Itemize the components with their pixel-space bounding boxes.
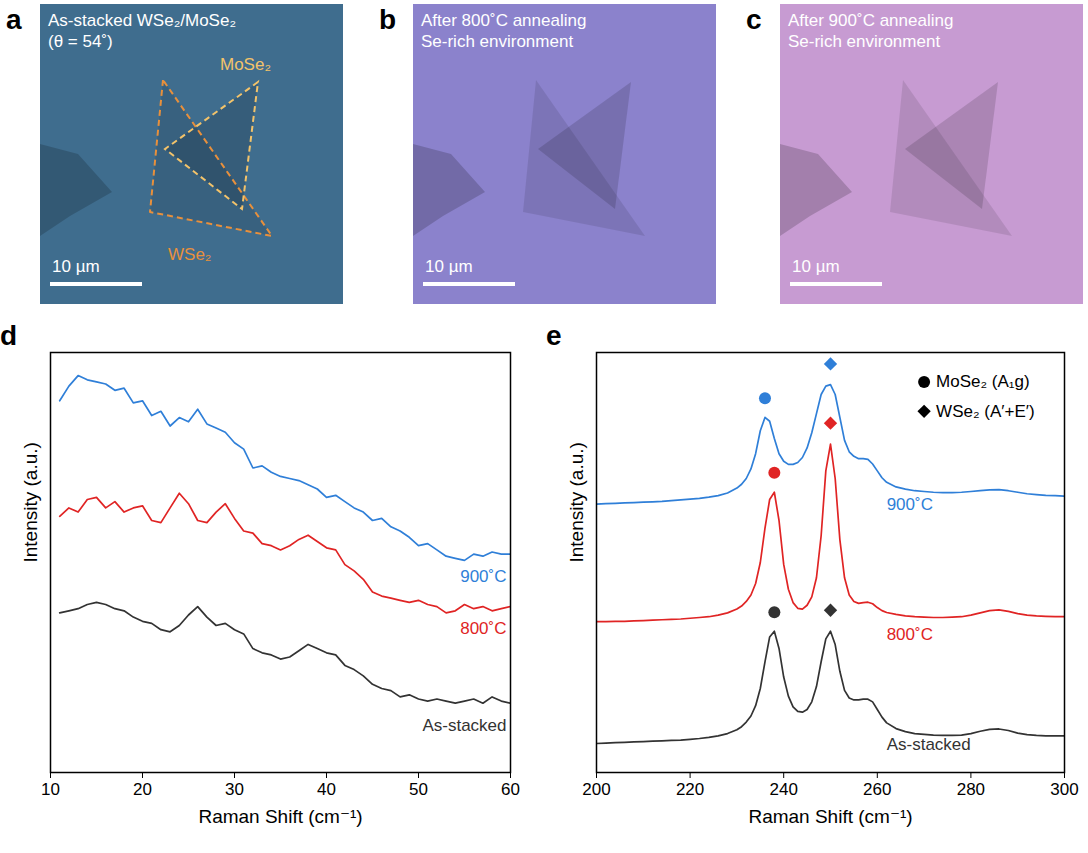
html-text:c: c <box>746 4 762 35</box>
svg-text:10: 10 <box>41 780 60 799</box>
svg-text:(θ = 54˚): (θ = 54˚) <box>48 32 113 51</box>
html-text:a: a <box>6 4 22 35</box>
svg-text:60: 60 <box>501 780 520 799</box>
svg-text:As-stacked WSe₂/MoSe₂: As-stacked WSe₂/MoSe₂ <box>48 11 236 30</box>
html-text:e: e <box>546 320 562 351</box>
svg-text:300: 300 <box>1050 780 1078 799</box>
svg-text:Raman Shift (cm⁻¹): Raman Shift (cm⁻¹) <box>198 806 362 827</box>
svg-text:MoSe₂ (A₁g): MoSe₂ (A₁g) <box>936 372 1030 391</box>
svg-text:280: 280 <box>957 780 985 799</box>
svg-text:Se-rich environment: Se-rich environment <box>421 32 573 51</box>
html-text:d: d <box>0 320 18 351</box>
svg-text:800˚C: 800˚C <box>460 619 506 638</box>
svg-text:As-stacked: As-stacked <box>422 716 506 735</box>
svg-text:200: 200 <box>582 780 610 799</box>
svg-text:MoSe₂: MoSe₂ <box>220 55 271 74</box>
svg-text:After 800˚C annealing: After 800˚C annealing <box>421 11 586 30</box>
svg-text:900˚C: 900˚C <box>887 495 933 514</box>
svg-text:10 µm: 10 µm <box>792 257 840 276</box>
svg-text:Intensity (a.u.): Intensity (a.u.) <box>20 442 41 562</box>
svg-text:Intensity (a.u.): Intensity (a.u.) <box>566 442 587 562</box>
svg-text:Se-rich environment: Se-rich environment <box>788 32 940 51</box>
svg-text:900˚C: 900˚C <box>460 567 506 586</box>
svg-text:As-stacked: As-stacked <box>887 735 971 754</box>
svg-text:50: 50 <box>409 780 428 799</box>
svg-text:220: 220 <box>676 780 704 799</box>
svg-text:Raman Shift (cm⁻¹): Raman Shift (cm⁻¹) <box>748 806 912 827</box>
svg-text:10 µm: 10 µm <box>52 257 100 276</box>
html-text:b: b <box>379 4 397 35</box>
svg-text:WSe₂: WSe₂ <box>168 245 211 264</box>
svg-text:260: 260 <box>863 780 891 799</box>
svg-text:10 µm: 10 µm <box>425 257 473 276</box>
svg-text:40: 40 <box>317 780 336 799</box>
svg-text:After 900˚C annealing: After 900˚C annealing <box>788 11 953 30</box>
svg-text:WSe₂ (A′+E′): WSe₂ (A′+E′) <box>936 402 1034 421</box>
svg-text:30: 30 <box>225 780 244 799</box>
svg-text:240: 240 <box>770 780 798 799</box>
svg-text:800˚C: 800˚C <box>887 625 933 644</box>
svg-text:20: 20 <box>133 780 152 799</box>
